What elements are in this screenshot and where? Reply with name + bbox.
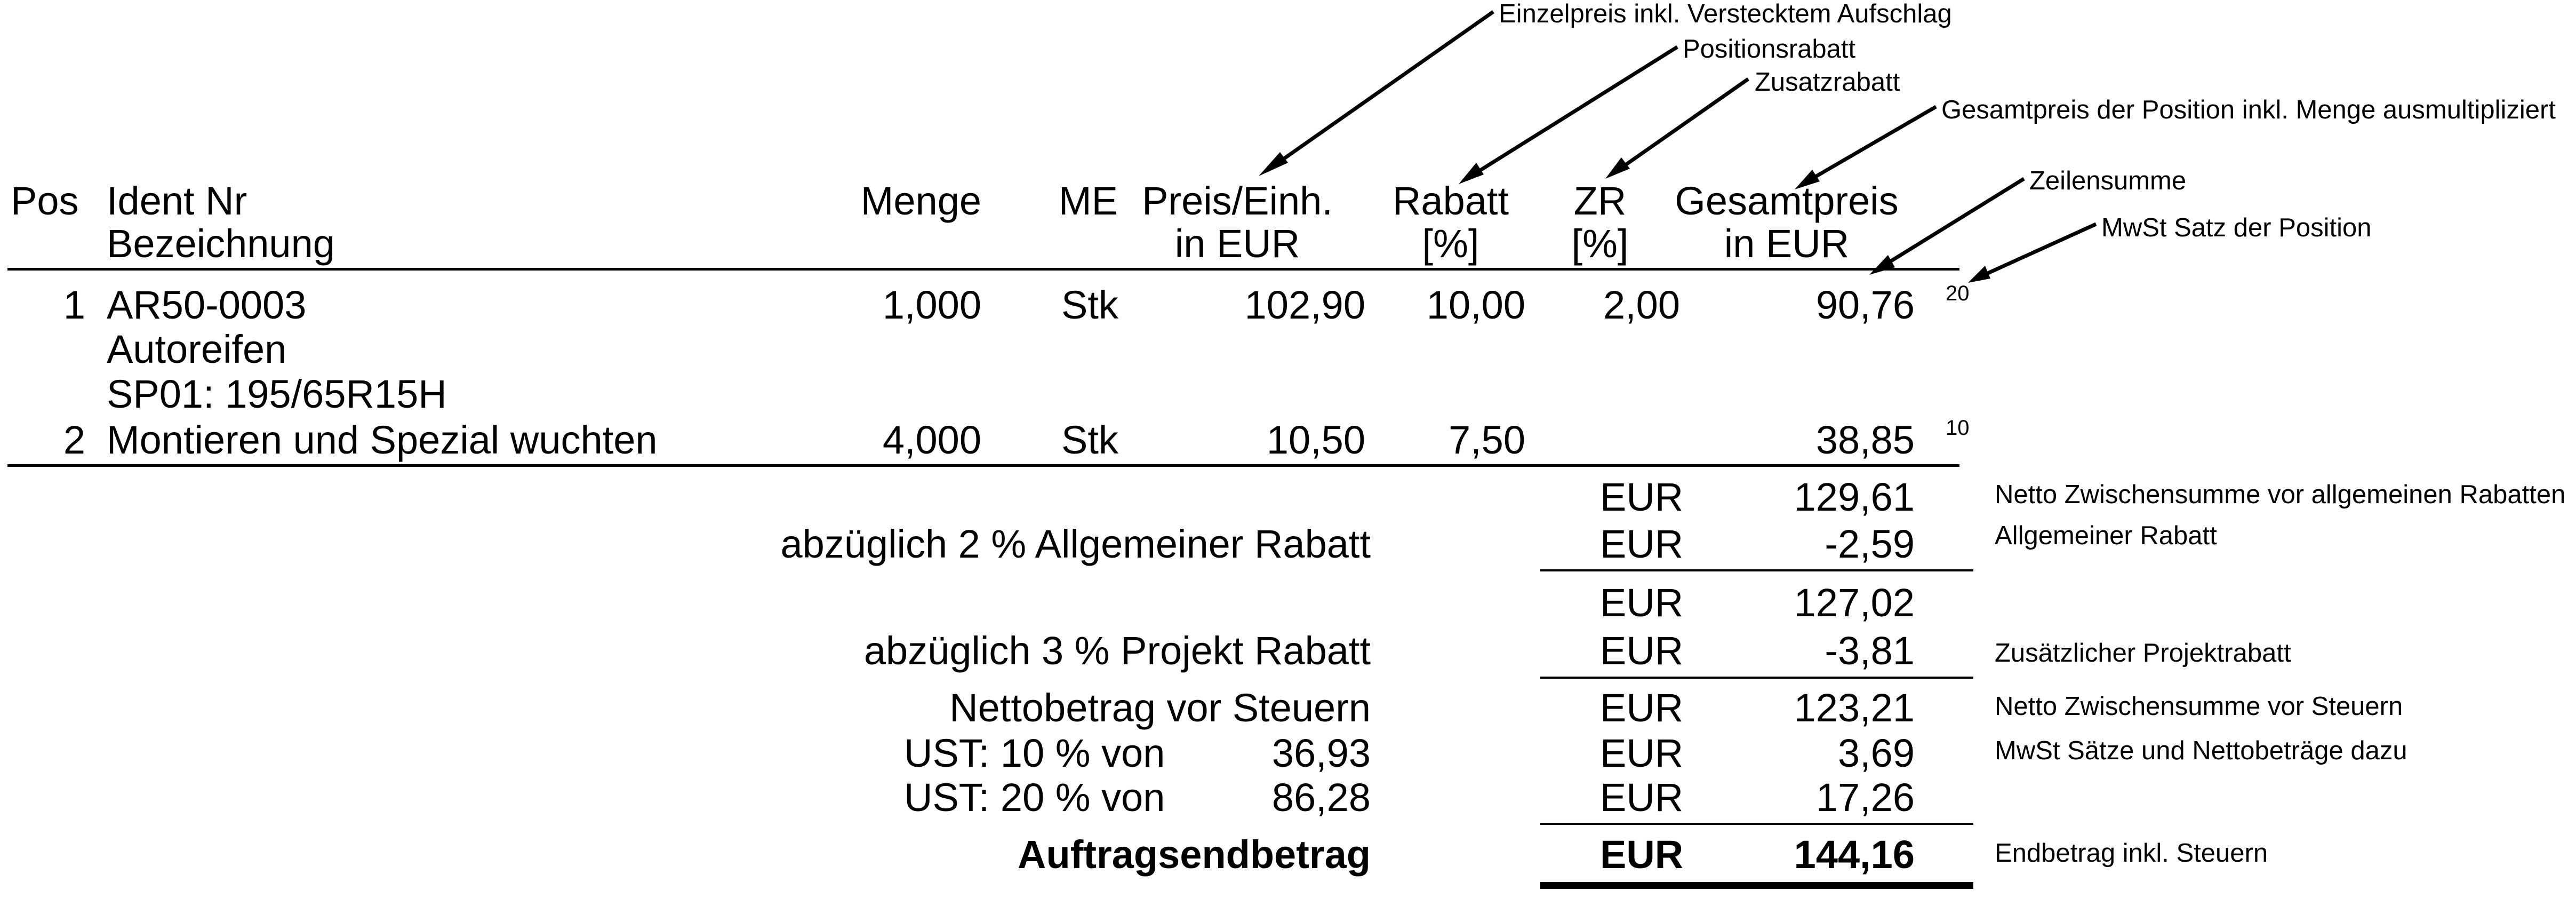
header-preis-unit: in EUR bbox=[1174, 221, 1300, 266]
zwischensumme-2-currency: EUR bbox=[1600, 581, 1684, 625]
projekt-rabatt-label: abzüglich 3 % Projekt Rabatt bbox=[863, 629, 1371, 673]
ust-10-label: UST: 10 % von bbox=[904, 731, 1165, 775]
arrow-einzelpreis bbox=[1265, 10, 1495, 172]
total-divider bbox=[1540, 823, 1973, 825]
item-1-preis: 102,90 bbox=[1244, 283, 1365, 327]
item-1-ident: AR50-0003 bbox=[107, 283, 307, 327]
annotation-netto-vor-steuern: Netto Zwischensumme vor Steuern bbox=[1995, 692, 2403, 721]
total-double-underline bbox=[1540, 882, 1973, 889]
annotation-mwst-saetze: MwSt Sätze und Nettobeträge dazu bbox=[1995, 736, 2407, 765]
header-me: ME bbox=[1059, 179, 1118, 223]
arrowhead-positionsrabatt bbox=[1459, 163, 1484, 184]
annotation-zusatzrabatt: Zusatzrabatt bbox=[1755, 68, 1900, 97]
subtotal-divider-2 bbox=[1540, 677, 1973, 679]
arrow-mwst-satz bbox=[1975, 222, 2097, 281]
header-zr-unit: [%] bbox=[1571, 221, 1629, 266]
item-1-me: Stk bbox=[1061, 283, 1118, 327]
item-2-rabatt: 7,50 bbox=[1448, 418, 1525, 462]
annotation-endbetrag: Endbetrag inkl. Steuern bbox=[1995, 839, 2268, 868]
netto-zwischensumme-value: 129,61 bbox=[1794, 475, 1915, 519]
header-bezeichnung: Bezeichnung bbox=[107, 221, 335, 266]
arrowhead-einzelpreis bbox=[1259, 152, 1288, 176]
item-2-mwst: 10 bbox=[1946, 416, 1970, 440]
header-menge: Menge bbox=[860, 179, 981, 223]
arrow-zusatzrabatt bbox=[1612, 77, 1750, 175]
arrow-gesamtpreis bbox=[1802, 105, 1937, 186]
item-2-preis: 10,50 bbox=[1266, 418, 1365, 462]
endbetrag-label: Auftragsendbetrag bbox=[1018, 832, 1371, 877]
annotation-positionsrabatt: Positionsrabatt bbox=[1683, 35, 1856, 63]
annotation-netto-vor-rabatten: Netto Zwischensumme vor allgemeinen Raba… bbox=[1995, 480, 2566, 509]
header-rabatt: Rabatt bbox=[1392, 179, 1509, 223]
netto-label: Nettobetrag vor Steuern bbox=[949, 686, 1371, 730]
item-1-rabatt: 10,00 bbox=[1426, 283, 1525, 327]
header-gesamtpreis-unit: in EUR bbox=[1724, 221, 1850, 266]
allg-rabatt-value: -2,59 bbox=[1825, 522, 1915, 566]
header-gesamtpreis: Gesamtpreis bbox=[1675, 179, 1899, 223]
arrowhead-zeilensumme bbox=[1869, 255, 1895, 275]
header-pos: Pos bbox=[11, 179, 79, 223]
item-1-menge: 1,000 bbox=[882, 283, 981, 327]
zwischensumme-2-value: 127,02 bbox=[1794, 581, 1915, 625]
arrow-zeilensumme bbox=[1876, 177, 2025, 271]
annotation-gesamtpreis: Gesamtpreis der Position inkl. Menge aus… bbox=[1941, 96, 2556, 124]
item-2-gesamt: 38,85 bbox=[1815, 418, 1915, 462]
subtotal-divider-1 bbox=[1540, 569, 1973, 571]
item-1-pos: 1 bbox=[63, 283, 85, 327]
ust-10-currency: EUR bbox=[1600, 731, 1684, 775]
header-preis: Preis/Einh. bbox=[1142, 179, 1333, 223]
header-ident-nr: Ident Nr bbox=[107, 179, 247, 223]
item-2-me: Stk bbox=[1061, 418, 1118, 462]
item-1-desc-1: Autoreifen bbox=[107, 327, 287, 371]
item-1-desc-2: SP01: 195/65R15H bbox=[107, 372, 447, 416]
allg-rabatt-currency: EUR bbox=[1600, 522, 1684, 566]
ust-10-base: 36,93 bbox=[1271, 731, 1371, 775]
projekt-rabatt-currency: EUR bbox=[1600, 629, 1684, 673]
annotation-allg-rabatt: Allgemeiner Rabatt bbox=[1995, 521, 2217, 550]
annotation-zeilensumme: Zeilensumme bbox=[2029, 166, 2187, 195]
annotation-projektrabatt: Zusätzlicher Projektrabatt bbox=[1995, 639, 2291, 667]
endbetrag-value: 144,16 bbox=[1794, 832, 1915, 877]
arrowhead-gesamtpreis bbox=[1795, 170, 1820, 189]
item-2-ident: Montieren und Spezial wuchten bbox=[107, 418, 658, 462]
arrow-positionsrabatt bbox=[1466, 45, 1678, 180]
endbetrag-currency: EUR bbox=[1600, 832, 1684, 877]
item-1-zr: 2,00 bbox=[1603, 283, 1680, 327]
netto-value: 123,21 bbox=[1794, 686, 1915, 730]
allg-rabatt-label: abzüglich 2 % Allgemeiner Rabatt bbox=[780, 522, 1371, 566]
item-1-mwst: 20 bbox=[1946, 282, 1970, 305]
annotation-mwst-satz: MwSt Satz der Position bbox=[2101, 213, 2372, 242]
header-rabatt-unit: [%] bbox=[1422, 221, 1479, 266]
ust-10-value: 3,69 bbox=[1837, 731, 1915, 775]
netto-zwischensumme-currency: EUR bbox=[1600, 475, 1684, 519]
annotation-einzelpreis: Einzelpreis inkl. Verstecktem Aufschlag bbox=[1499, 0, 1952, 28]
item-1-gesamt: 90,76 bbox=[1815, 283, 1915, 327]
item-2-menge: 4,000 bbox=[882, 418, 981, 462]
header-zr: ZR bbox=[1573, 179, 1627, 223]
arrowhead-mwst-satz bbox=[1968, 266, 1990, 283]
item-2-pos: 2 bbox=[63, 418, 85, 462]
ust-20-label: UST: 20 % von bbox=[904, 775, 1165, 820]
netto-currency: EUR bbox=[1600, 686, 1684, 730]
ust-20-base: 86,28 bbox=[1271, 775, 1371, 820]
items-divider bbox=[7, 464, 1959, 467]
projekt-rabatt-value: -3,81 bbox=[1825, 629, 1915, 673]
ust-20-currency: EUR bbox=[1600, 775, 1684, 820]
header-divider bbox=[7, 268, 1959, 271]
ust-20-value: 17,26 bbox=[1815, 775, 1915, 820]
arrowhead-zusatzrabatt bbox=[1605, 157, 1630, 179]
